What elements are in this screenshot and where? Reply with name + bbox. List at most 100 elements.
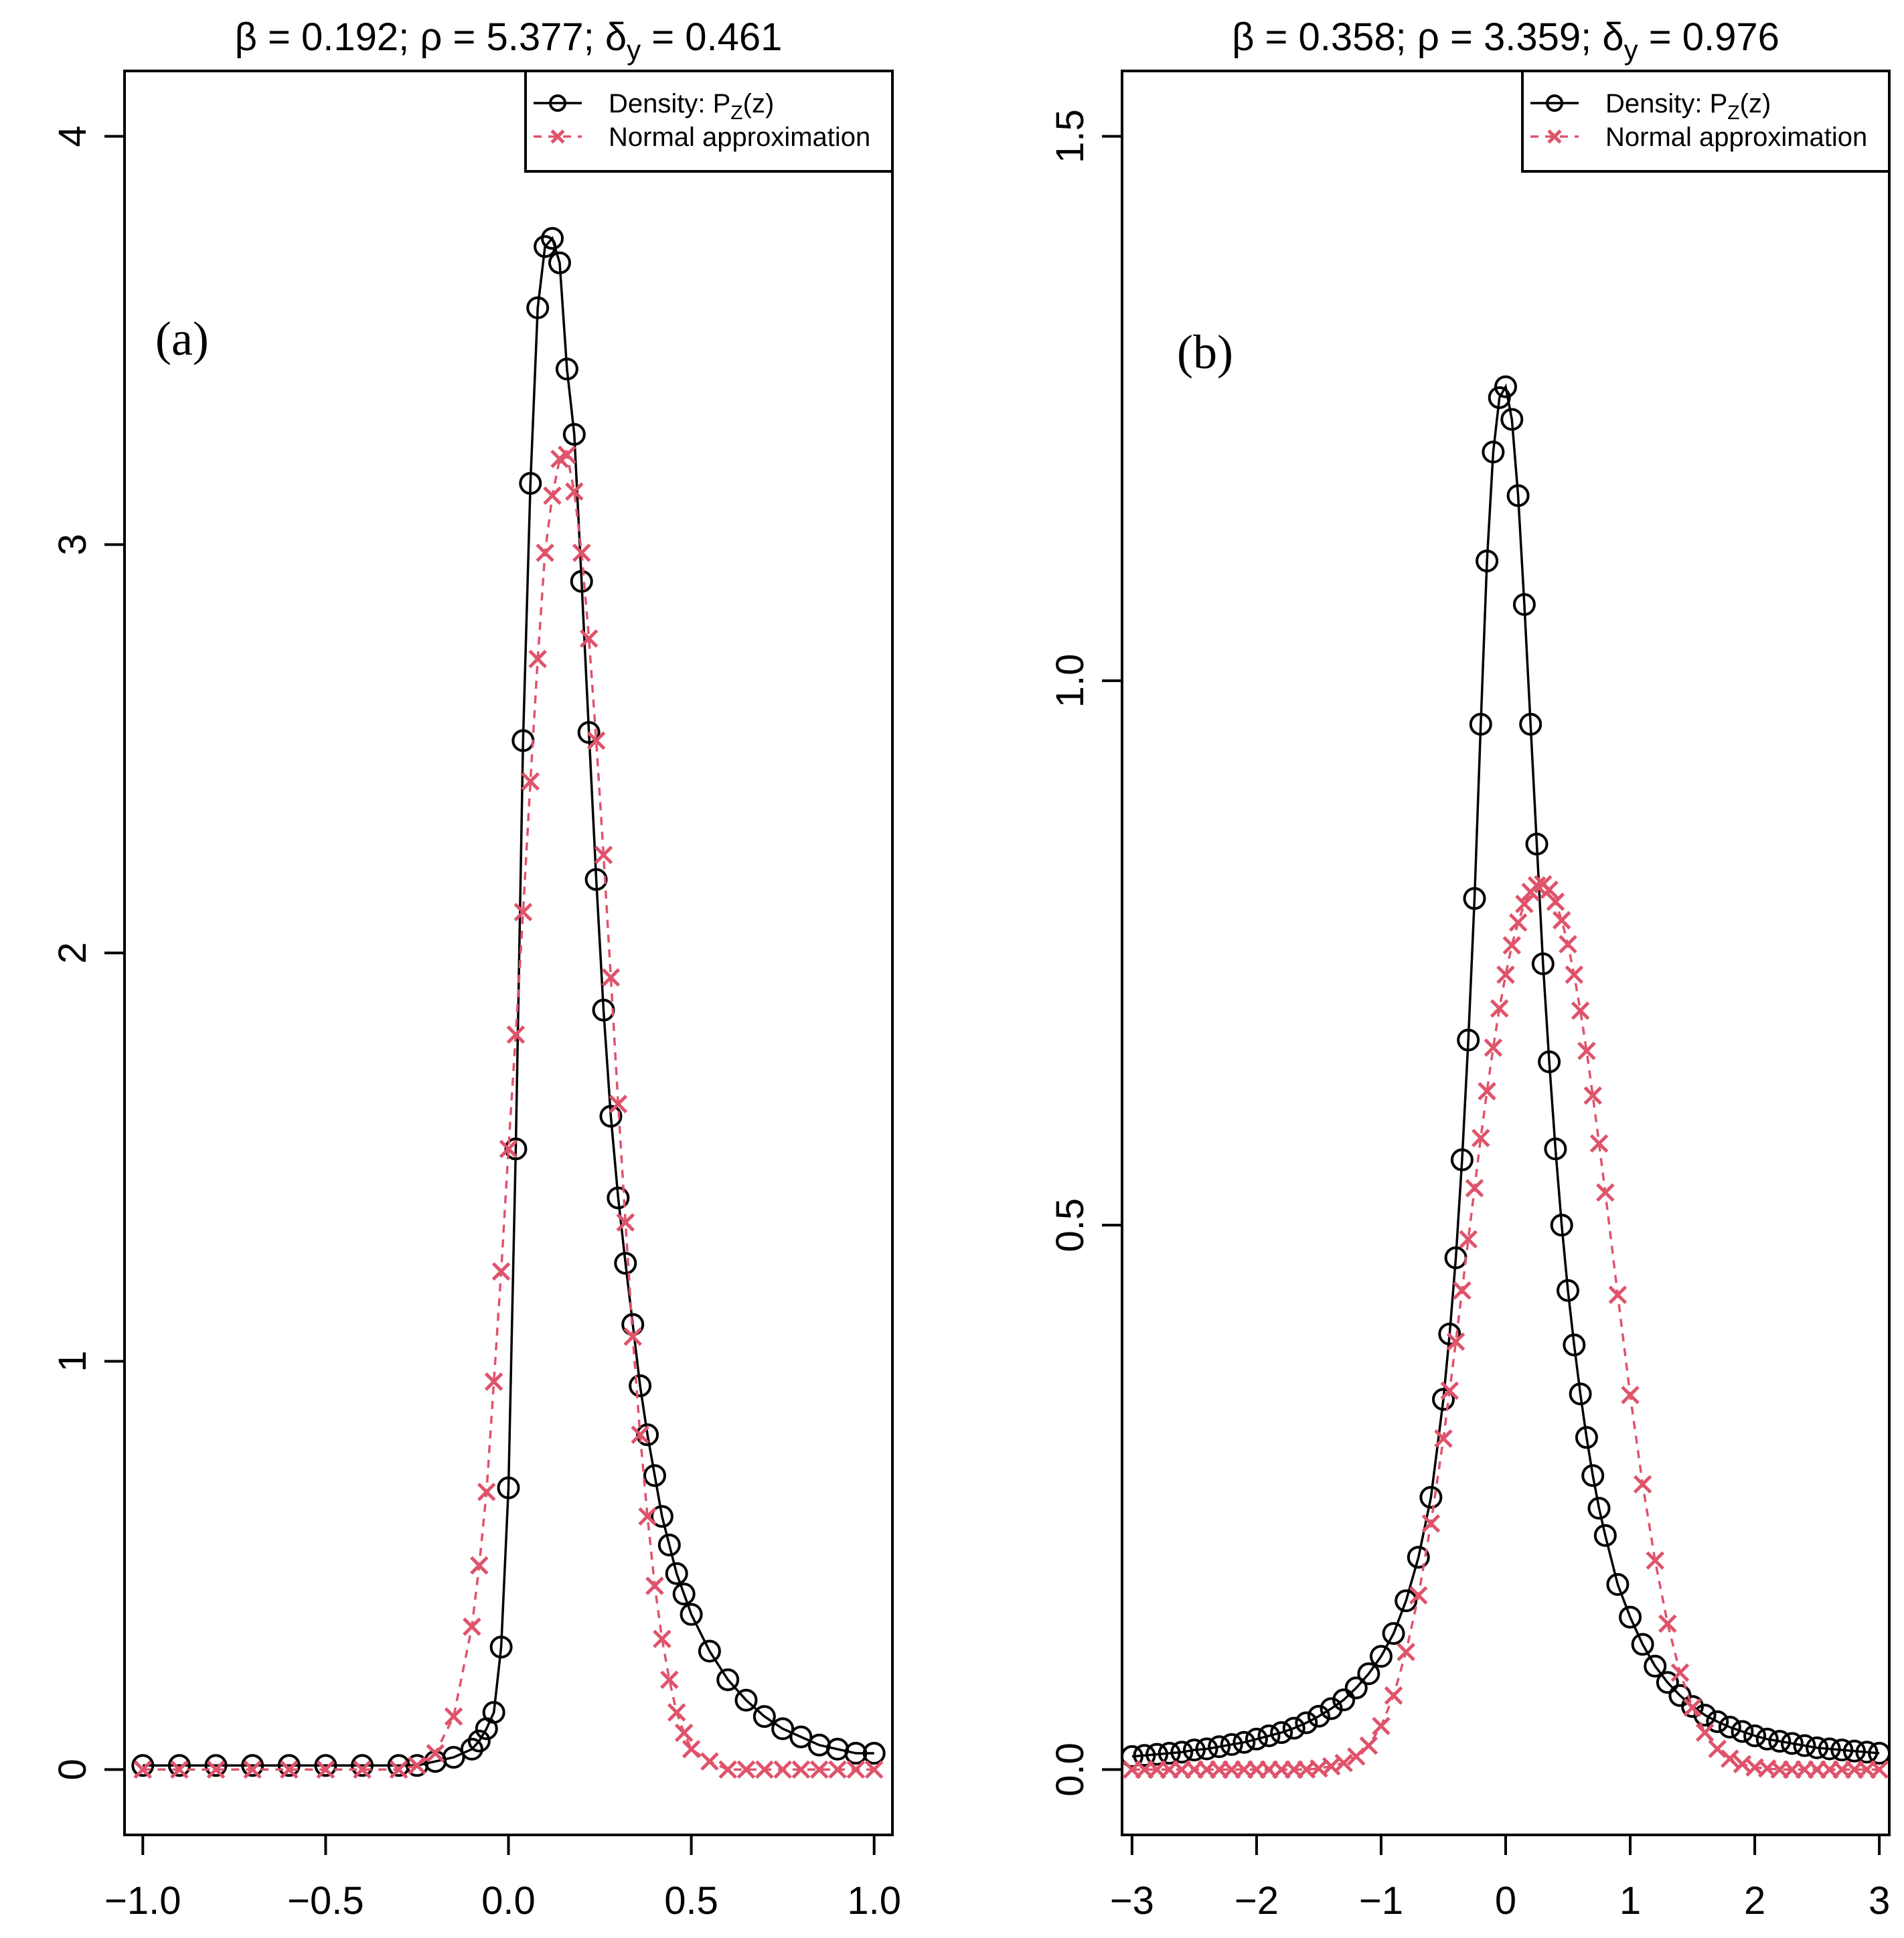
normal-point: [243, 1760, 262, 1779]
density-point: [698, 1639, 721, 1663]
density-point: [1743, 1724, 1767, 1747]
density-point: [1512, 593, 1536, 617]
density-points: [1120, 375, 1891, 1768]
density-point: [526, 296, 550, 319]
normal-point: [864, 1760, 884, 1779]
normal-point: [1359, 1736, 1378, 1755]
panel-a: β = 0.192; ρ = 5.377; δy = 0.461 (a) −1.0 −…: [51, 15, 901, 1923]
density-point: [1538, 1050, 1561, 1074]
density-point: [1631, 1633, 1654, 1656]
density-point: [460, 1737, 483, 1761]
normal-point: [700, 1752, 719, 1771]
density-point: [1818, 1737, 1841, 1761]
panel-label: (b): [1177, 325, 1233, 379]
normal-point: [1583, 1086, 1602, 1105]
legend-entry-label: Density: PZ(z): [609, 89, 774, 124]
x-tick-label: 0.0: [481, 1879, 536, 1923]
legend-marker: [1547, 129, 1562, 144]
normal-point: [828, 1760, 847, 1779]
normal-point: [1409, 1586, 1428, 1605]
normal-point: [484, 1372, 503, 1391]
density-point: [1780, 1732, 1804, 1755]
normal-point: [1515, 894, 1534, 914]
normal-approximation-points: [133, 445, 884, 1779]
normal-point: [463, 1617, 481, 1636]
density-point: [1419, 1485, 1443, 1509]
legend-box: [1521, 70, 1891, 173]
normal-point: [499, 1139, 518, 1159]
normal-point: [1658, 1614, 1677, 1633]
density-point: [1531, 952, 1555, 975]
x-tick-label: −1.0: [104, 1879, 181, 1923]
normal-point: [638, 1507, 657, 1526]
density-point: [541, 227, 564, 250]
legend-marker: [1546, 94, 1563, 112]
density-point: [1868, 1742, 1891, 1765]
x-tick-label: −2: [1235, 1879, 1279, 1923]
normal-point: [133, 1760, 153, 1779]
density-point: [1257, 1724, 1281, 1747]
normal-point: [528, 649, 547, 669]
density-point: [1656, 1671, 1679, 1694]
density-point: [614, 1252, 637, 1275]
normal-point: [536, 543, 554, 562]
density-point: [577, 721, 601, 744]
normal-point: [1478, 1082, 1496, 1101]
density-point: [534, 235, 557, 258]
density-point: [167, 1754, 191, 1777]
y-tick-label: 0.0: [1048, 1743, 1092, 1797]
density-point: [482, 1701, 505, 1724]
y-tick-label: 1.5: [1048, 109, 1092, 163]
y-tick-label: 4: [51, 125, 94, 147]
density-point: [1830, 1739, 1854, 1762]
density-point: [314, 1754, 337, 1777]
normal-point: [1527, 876, 1546, 895]
density-point: [241, 1754, 264, 1777]
normal-point: [623, 1327, 642, 1346]
normal-point: [1708, 1739, 1727, 1759]
normal-point: [736, 1760, 756, 1779]
density-point: [387, 1754, 410, 1777]
density-point: [1395, 1589, 1418, 1613]
normal-point: [1508, 913, 1528, 932]
density-point: [844, 1742, 868, 1765]
normal-point: [594, 845, 613, 864]
normal-point: [1646, 1551, 1665, 1570]
density-point: [489, 1635, 513, 1659]
y-tick-label: 0.5: [1048, 1198, 1092, 1253]
density-point: [570, 570, 593, 593]
normal-point: [609, 1095, 628, 1113]
normal-point: [408, 1756, 426, 1775]
density-point: [1855, 1741, 1879, 1764]
density-point: [1500, 408, 1524, 431]
x-tick-label: 1.0: [847, 1879, 901, 1923]
density-point: [1120, 1745, 1143, 1768]
normal-point: [1621, 1386, 1640, 1404]
normal-point: [1559, 935, 1577, 954]
density-point: [1332, 1688, 1356, 1712]
normal-point: [1546, 892, 1565, 911]
normal-point: [631, 1425, 649, 1445]
normal-point: [558, 445, 576, 465]
legend-marker: [549, 94, 566, 112]
normal-point: [1608, 1285, 1628, 1305]
density-point: [351, 1754, 374, 1777]
normal-point: [586, 731, 606, 750]
density-point: [752, 1705, 776, 1728]
density-point: [1158, 1742, 1181, 1765]
legend-marker: [550, 129, 565, 144]
normal-point: [1372, 1716, 1391, 1736]
normal-point: [470, 1556, 489, 1575]
normal-point: [1565, 965, 1584, 984]
normal-point: [1670, 1663, 1690, 1682]
legend-entry-label: Normal approximation: [609, 123, 870, 152]
chart-title: β = 0.358; ρ = 3.359; δy = 0.976: [1232, 15, 1779, 66]
density-point: [657, 1533, 681, 1556]
density-point: [1476, 549, 1499, 572]
normal-point: [1440, 1381, 1459, 1400]
density-point: [504, 1137, 528, 1161]
normal-point: [1465, 1179, 1484, 1198]
density-point: [1731, 1720, 1754, 1743]
density-point: [1145, 1743, 1169, 1766]
